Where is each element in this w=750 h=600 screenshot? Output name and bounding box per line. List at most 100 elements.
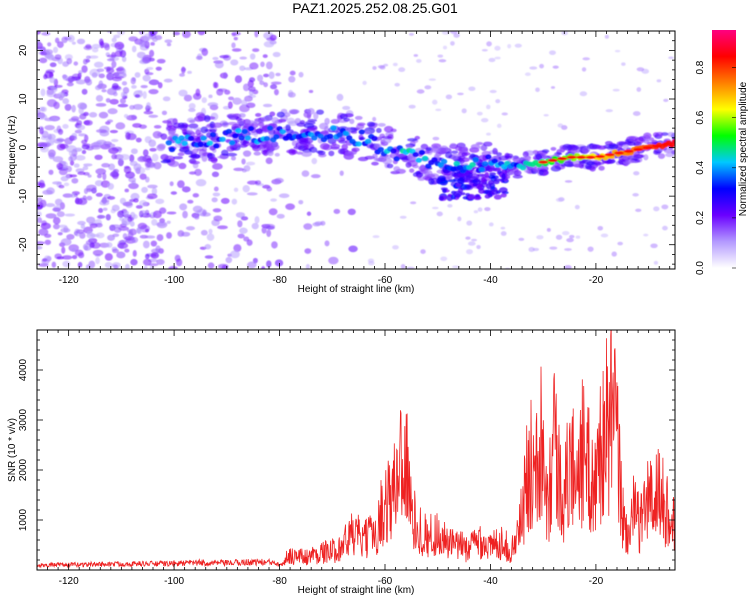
ridge-core-blob (358, 129, 365, 135)
noise-blob (137, 90, 143, 94)
ridge-halo-blob (522, 155, 532, 159)
noise-blob (244, 95, 253, 102)
noise-blob (54, 37, 60, 44)
ridge-halo-blob (578, 160, 586, 164)
ridge-halo-blob (450, 150, 459, 154)
noise-blob (476, 244, 481, 250)
noise-blob (136, 227, 141, 234)
ridge-halo-blob (196, 147, 204, 152)
noise-blob (49, 62, 57, 68)
ridge-halo-blob (407, 138, 418, 142)
ridge-core-blob (326, 133, 334, 139)
ridge-core-blob (273, 134, 280, 140)
noise-blob (543, 113, 549, 117)
noise-blob (95, 129, 107, 133)
ridge-halo-blob (424, 169, 433, 177)
noise-blob (400, 263, 406, 269)
ridge-halo-blob (512, 157, 521, 162)
ridge-core-blob (485, 154, 492, 160)
ridge-halo-blob (513, 169, 522, 177)
ridge-core-blob (418, 149, 426, 156)
ridge-halo-blob (226, 113, 237, 119)
noise-blob (257, 74, 264, 82)
noise-blob (555, 197, 564, 202)
ridge-halo-blob (244, 120, 256, 124)
spectrogram-y-tick-label: -20 (18, 237, 29, 252)
ridge-core-blob (472, 157, 479, 163)
noise-blob (111, 60, 117, 68)
noise-blob (555, 234, 563, 240)
noise-blob (71, 177, 79, 184)
noise-blob (102, 207, 108, 211)
noise-blob (342, 105, 351, 111)
noise-blob (621, 62, 626, 66)
noise-blob (224, 89, 231, 95)
noise-blob (431, 206, 439, 210)
noise-blob (661, 204, 669, 210)
ridge-peak-blob (595, 154, 606, 159)
noise-blob (57, 128, 64, 135)
noise-blob (306, 211, 312, 216)
colorbar-tick-label: 0.6 (695, 110, 706, 124)
noise-blob (574, 204, 580, 210)
ridge-halo-blob (483, 141, 493, 147)
ridge-core-blob (181, 140, 188, 146)
noise-blob (206, 233, 215, 241)
noise-blob (183, 94, 193, 102)
snr-frame (36, 329, 676, 571)
noise-blob (54, 198, 63, 206)
noise-blob (142, 149, 149, 157)
ridge-peak-blob (604, 153, 615, 157)
noise-blob (435, 108, 442, 112)
ridge-halo-blob (349, 118, 355, 125)
noise-blob (88, 112, 98, 118)
noise-blob (76, 38, 86, 45)
noise-blob (268, 71, 275, 79)
ridge-halo-blob (522, 151, 529, 158)
ridge-halo-blob (383, 125, 394, 133)
noise-blob (162, 96, 171, 102)
noise-blob (235, 212, 246, 218)
noise-blob (98, 111, 109, 119)
noise-blob (177, 180, 185, 189)
noise-blob (66, 82, 74, 87)
noise-blob (146, 66, 154, 71)
ridge-halo-blob (377, 122, 386, 127)
noise-blob (225, 256, 233, 264)
spectrogram-frame (36, 30, 676, 270)
noise-blob (214, 82, 219, 89)
ridge-halo-blob (267, 150, 274, 157)
noise-blob (44, 125, 55, 131)
noise-blob (178, 162, 187, 170)
colorbar-tick-label: 0.0 (695, 261, 706, 275)
noise-blob (587, 246, 594, 252)
noise-blob (42, 258, 48, 262)
ridge-halo-blob (598, 165, 605, 171)
noise-blob (38, 126, 44, 131)
noise-blob (139, 210, 148, 216)
noise-blob (105, 121, 111, 125)
noise-blob (117, 103, 129, 108)
noise-blob (44, 239, 52, 245)
colorbar: 0.0 0.2 0.4 0.6 0.8 Normalized spectral ampli… (695, 30, 749, 275)
ridge-halo-blob (434, 153, 440, 159)
noise-blob (64, 213, 76, 217)
noise-blob (197, 31, 206, 36)
branch-blob (472, 182, 478, 187)
noise-blob (333, 208, 341, 214)
ridge-core-blob (421, 155, 429, 161)
branch-blob (485, 166, 490, 171)
ridge-halo-blob (512, 174, 523, 179)
noise-blob (211, 171, 220, 178)
noise-blob (141, 186, 148, 193)
ridge-core-blob (453, 161, 460, 167)
noise-blob (86, 216, 96, 224)
noise-blob (65, 77, 76, 82)
ridge-halo-blob (371, 161, 379, 166)
noise-blob (305, 263, 310, 269)
ridge-halo-blob (405, 161, 412, 168)
ridge-core-blob (425, 163, 432, 169)
ridge-core-blob (371, 135, 378, 142)
noise-blob (111, 138, 119, 143)
noise-blob (106, 54, 117, 58)
